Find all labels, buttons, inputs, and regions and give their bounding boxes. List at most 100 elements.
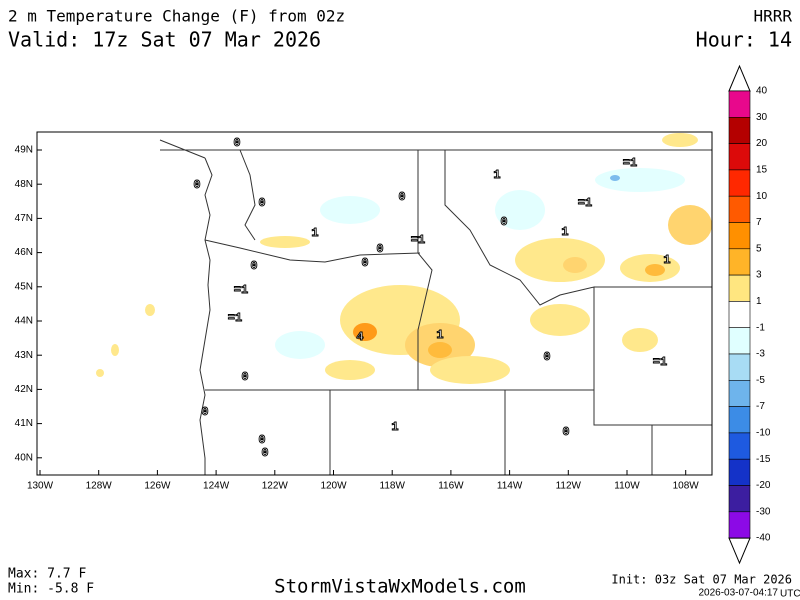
contour-label: =1 <box>411 233 425 247</box>
contour-label: 0 <box>398 190 405 204</box>
colorbar-bin <box>728 143 751 171</box>
contour-label: 0 <box>258 196 265 210</box>
colorbar-label: -1 <box>756 322 765 333</box>
contour-label: 0 <box>543 350 550 364</box>
colorbar-bin <box>728 458 751 486</box>
colorbar-label: 7 <box>756 217 762 228</box>
lon-label: 122W <box>262 481 289 492</box>
contour-label: 0 <box>361 256 368 270</box>
colorbar-label: -10 <box>756 428 771 439</box>
lat-label: 49N <box>15 145 33 156</box>
contour-label: 0 <box>250 259 257 273</box>
lon-label: 112W <box>556 481 582 492</box>
lon-label: 110W <box>614 481 640 492</box>
colorbar-label: 1 <box>756 296 762 307</box>
lat-label: 41N <box>15 418 33 429</box>
lat-label: 42N <box>15 384 33 395</box>
contour-label: =1 <box>234 283 248 297</box>
contour-label: 0 <box>562 425 569 439</box>
contour-label: 1 <box>436 328 443 342</box>
lon-label: 118W <box>380 481 406 492</box>
lat-label: 43N <box>15 350 33 361</box>
contour-label: 0 <box>261 446 268 460</box>
contour-label: 4 <box>356 330 363 344</box>
colorbar-label: 3 <box>756 270 762 281</box>
colorbar-arrow-bottom <box>728 537 751 565</box>
colorbar-bin <box>728 248 751 276</box>
colorbar-label: -30 <box>756 506 771 517</box>
colorbar-label: 15 <box>756 165 768 176</box>
colorbar-bin <box>728 432 751 460</box>
timestamp-unit: UTC <box>780 589 800 600</box>
colorbar-label: 40 <box>756 86 768 97</box>
colorbar-label: -5 <box>756 375 765 386</box>
colorbar-label: -3 <box>756 349 765 360</box>
colorbar-bin <box>728 274 751 302</box>
contour-label: 1 <box>493 168 500 182</box>
lon-label: 124W <box>203 481 230 492</box>
min-value: Min: -5.8 F <box>8 582 94 597</box>
colorbar-label: 20 <box>756 138 768 149</box>
coastlines-and-borders <box>159 139 712 475</box>
title: 2 m Temperature Change (F) from 02z <box>8 7 345 26</box>
lon-label: 108W <box>673 481 700 492</box>
model-name: HRRR <box>753 7 792 26</box>
lat-label: 46N <box>15 247 33 258</box>
colorbar-label: 10 <box>756 191 768 202</box>
colorbar-bin <box>728 406 751 434</box>
colorbar-bin <box>728 511 751 539</box>
lat-label: 45N <box>15 281 33 292</box>
contour-label: =1 <box>578 196 592 210</box>
colorbar-bin <box>728 222 751 250</box>
colorbar-arrow-top <box>728 64 751 92</box>
colorbar-label: -7 <box>756 401 765 412</box>
contour-label: 0 <box>241 370 248 384</box>
lon-label: 128W <box>86 481 113 492</box>
contour-label: 0 <box>500 215 507 229</box>
colorbar-bin <box>728 117 751 144</box>
contour-label: =1 <box>623 156 637 170</box>
colorbar-bin <box>728 301 751 328</box>
contour-label: 1 <box>663 253 670 267</box>
lat-label: 47N <box>15 213 33 224</box>
contour-label: =1 <box>653 355 667 369</box>
lon-label: 130W <box>27 481 54 492</box>
colorbar-bin <box>728 379 751 407</box>
lon-label: 120W <box>320 481 347 492</box>
colorbar-label: -20 <box>756 480 771 491</box>
colorbar-bin <box>728 195 751 223</box>
lat-label: 44N <box>15 316 33 327</box>
colorbar-label: 30 <box>756 112 768 123</box>
contour-label: 0 <box>376 242 383 256</box>
colorbar-label: -40 <box>756 533 771 544</box>
contour-label: =1 <box>228 311 242 325</box>
colorbar-bin <box>728 169 751 197</box>
contour-label: 0 <box>201 405 208 419</box>
forecast-hour: Hour: 14 <box>696 28 792 52</box>
timestamp: 2026-03-07-04:17 <box>698 588 778 599</box>
valid-time: Valid: 17z Sat 07 Mar 2026 <box>8 28 321 52</box>
contour-label: 0 <box>233 136 240 150</box>
colorbar-label: 5 <box>756 243 762 254</box>
lat-label: 40N <box>15 452 33 463</box>
colorbar-bin <box>728 353 751 381</box>
colorbar-bin <box>728 327 751 355</box>
temperature-shading <box>96 133 712 384</box>
colorbar-bin <box>728 90 751 118</box>
colorbar-label: -15 <box>756 454 771 465</box>
lat-label: 48N <box>15 179 33 190</box>
colorbar-bin <box>728 485 751 513</box>
lon-label: 114W <box>497 481 523 492</box>
contour-label: 0 <box>193 178 200 192</box>
init-time: Init: 03z Sat 07 Mar 2026 <box>611 573 792 587</box>
contour-label: 1 <box>391 420 398 434</box>
map-frame <box>36 131 713 476</box>
max-value: Max: 7.7 F <box>8 567 86 582</box>
contour-label: 0 <box>258 433 265 447</box>
contour-label: 1 <box>311 226 318 240</box>
lon-label: 116W <box>438 481 464 492</box>
contour-label: 1 <box>561 225 568 239</box>
